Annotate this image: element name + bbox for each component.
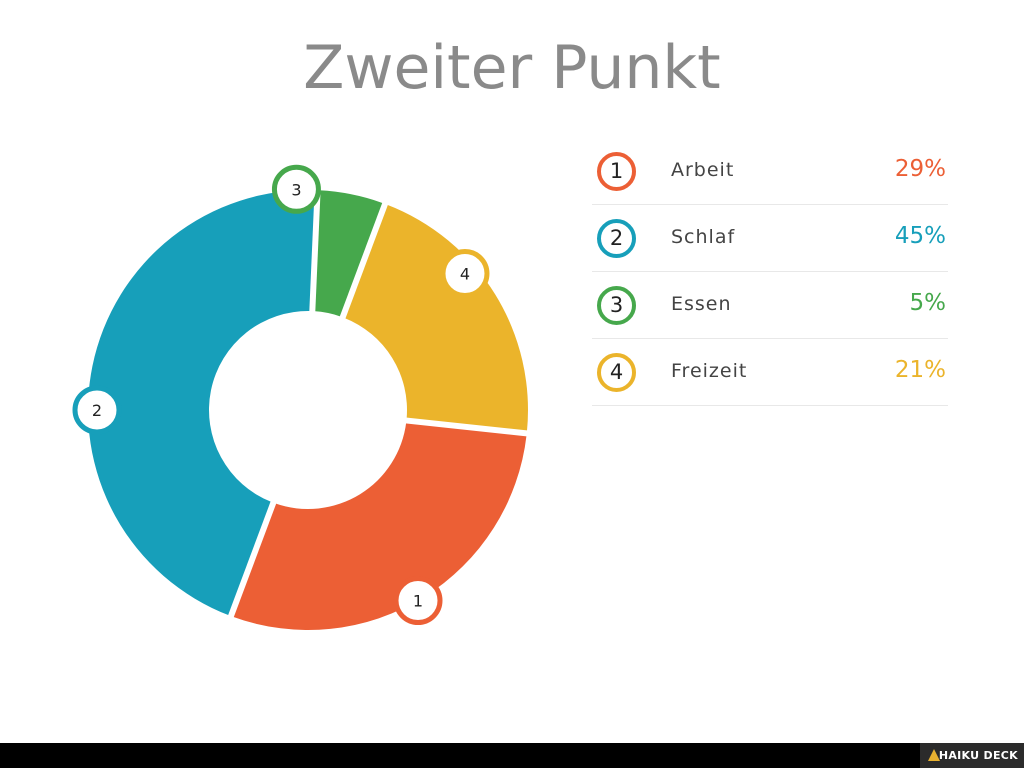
- slice-marker-3: 3: [271, 164, 321, 214]
- legend-number-4: 4: [597, 353, 636, 392]
- slide-title: Zweiter Punkt: [303, 33, 721, 103]
- donut-slice-schlaf: [88, 190, 316, 616]
- slice-marker-label: 1: [413, 592, 423, 611]
- legend-row-1: 1 Arbeit 29%: [592, 138, 948, 205]
- donut-slice-freizeit: [344, 204, 528, 432]
- legend-row-2: 2 Schlaf 45%: [592, 205, 948, 272]
- legend-label-1: Arbeit: [671, 159, 735, 181]
- slice-marker-4: 4: [440, 249, 490, 299]
- slice-marker-2: 2: [72, 385, 122, 435]
- legend-label-4: Freizeit: [671, 360, 748, 382]
- legend-number-2: 2: [597, 219, 636, 258]
- donut-chart: 2 3 4 1: [72, 164, 534, 630]
- slice-separator: [226, 499, 277, 623]
- legend-value-1: 29%: [894, 156, 946, 182]
- legend-number-1: 1: [597, 152, 636, 191]
- slice-marker-label: 4: [460, 265, 470, 284]
- chart-legend: 1 Arbeit 29% 2 Schlaf 45% 3 Essen 5% 4 F…: [592, 138, 948, 406]
- legend-value-2: 45%: [894, 223, 946, 249]
- haiku-deck-logo-icon: [928, 749, 940, 761]
- footer-bar: HAIKU DECK: [0, 743, 1024, 768]
- donut-slice-essen: [313, 190, 384, 317]
- donut-slice-arbeit: [232, 422, 527, 630]
- legend-label-2: Schlaf: [671, 226, 736, 248]
- slice-marker-1: 1: [393, 576, 443, 626]
- legend-row-4: 4 Freizeit 21%: [592, 339, 948, 406]
- slice-marker-label: 3: [291, 180, 301, 199]
- slice-marker-label: 2: [92, 401, 102, 420]
- slice-separator: [309, 184, 321, 314]
- legend-value-4: 21%: [894, 357, 946, 383]
- brand-label: HAIKU DECK: [938, 749, 1018, 762]
- slice-marker-circle: [72, 385, 122, 435]
- slice-separator: [404, 417, 534, 437]
- slice-marker-circle: [393, 576, 443, 626]
- slice-separator: [339, 197, 390, 321]
- slice-marker-circle: [271, 164, 321, 214]
- haiku-deck-brand[interactable]: HAIKU DECK: [920, 743, 1024, 768]
- legend-row-3: 3 Essen 5%: [592, 272, 948, 339]
- legend-number-3: 3: [597, 286, 636, 325]
- slice-marker-circle: [440, 249, 490, 299]
- legend-label-3: Essen: [671, 293, 732, 315]
- legend-value-3: 5%: [909, 290, 947, 316]
